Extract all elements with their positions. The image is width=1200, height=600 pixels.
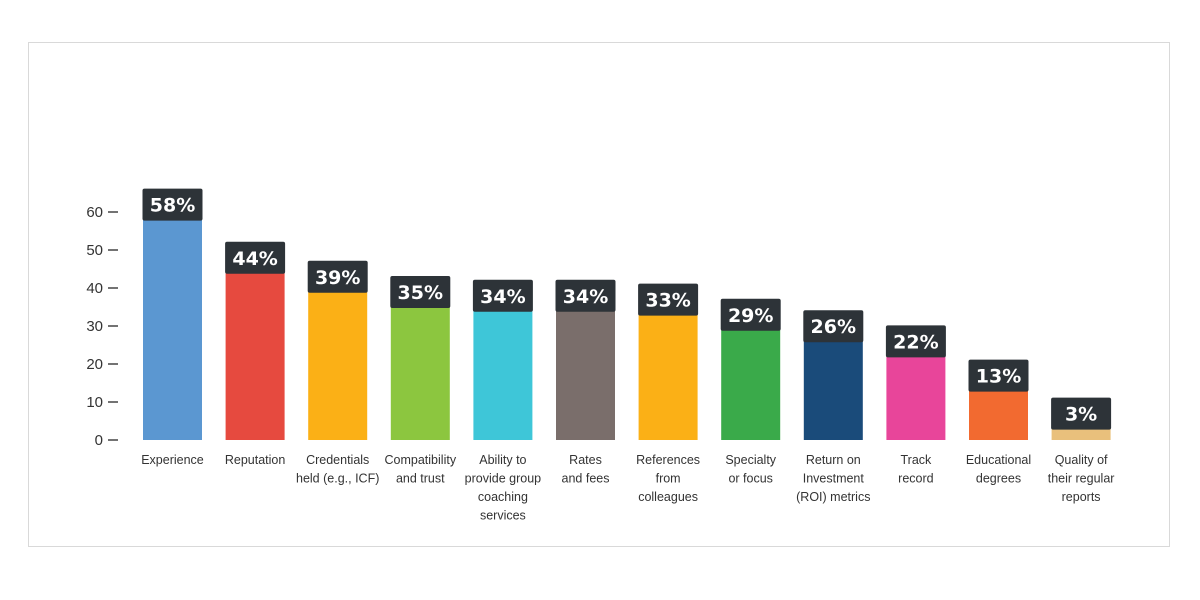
value-label-badge (885, 325, 946, 358)
value-label-badge (472, 279, 533, 312)
y-tick-label: 40 (86, 280, 103, 297)
category-label: Educational degrees (966, 453, 1031, 486)
value-label: 26% (811, 316, 856, 338)
value-label-badge (638, 283, 699, 316)
bar (308, 291, 368, 440)
category-label: Specialty or focus (725, 453, 776, 486)
category-label: Experience (141, 453, 204, 467)
value-label: 58% (150, 195, 195, 217)
value-label: 44% (232, 248, 277, 270)
bar (225, 272, 285, 440)
value-label-badge (968, 359, 1029, 392)
value-label-badge (1051, 397, 1112, 430)
y-tick-label: 50 (86, 242, 103, 259)
bar (969, 390, 1028, 440)
value-label: 39% (315, 267, 360, 289)
bar (886, 356, 946, 440)
bar (556, 310, 615, 440)
bar (390, 307, 450, 440)
y-tick-label: 0 (95, 432, 103, 449)
category-label: Reputation (225, 453, 286, 467)
value-label: 29% (728, 305, 773, 327)
y-tick-label: 20 (86, 356, 103, 373)
category-label: Quality of their regular reports (1048, 453, 1115, 504)
y-tick-label: 30 (86, 318, 103, 335)
bar (473, 310, 533, 440)
bar (803, 341, 863, 440)
category-label: Ability to provide group coaching services (465, 453, 541, 523)
x-axis-labels: Experience Reputation Credentials held (e.g… (141, 453, 1114, 523)
y-axis: 0 10 20 30 40 50 60 (86, 204, 118, 449)
value-label: 34% (563, 286, 608, 308)
value-label-badge (390, 276, 451, 308)
bar (638, 314, 698, 440)
value-label-badge (803, 310, 864, 343)
category-label: Track record (898, 453, 933, 486)
bar (721, 329, 781, 440)
category-label: Compatibility and trust (385, 453, 457, 486)
category-label: References from colleagues (636, 453, 700, 504)
bar (1051, 428, 1111, 440)
value-label-badge (142, 188, 203, 221)
value-label-badge (720, 298, 781, 331)
category-label: Credentials held (e.g., ICF) (296, 453, 379, 486)
value-label: 35% (398, 282, 443, 304)
category-label: Rates and fees (562, 453, 610, 486)
value-labels: 58% 44% 39% 35% 34% 34% 33% 29% 26% 22% 13% 3% (142, 188, 1112, 430)
value-label-badge (555, 279, 616, 312)
value-label-badge (307, 260, 368, 293)
y-tick-label: 10 (86, 394, 103, 411)
value-label-badge (225, 241, 286, 274)
bar (143, 219, 202, 440)
category-label: Return on Investment (ROI) metrics (796, 453, 870, 504)
bars (143, 219, 1111, 440)
value-label: 34% (480, 286, 525, 308)
y-tick-label: 60 (86, 204, 103, 221)
value-label: 3% (1065, 404, 1097, 426)
value-label: 13% (976, 366, 1021, 388)
value-label: 22% (893, 331, 938, 353)
value-label: 33% (645, 290, 690, 312)
